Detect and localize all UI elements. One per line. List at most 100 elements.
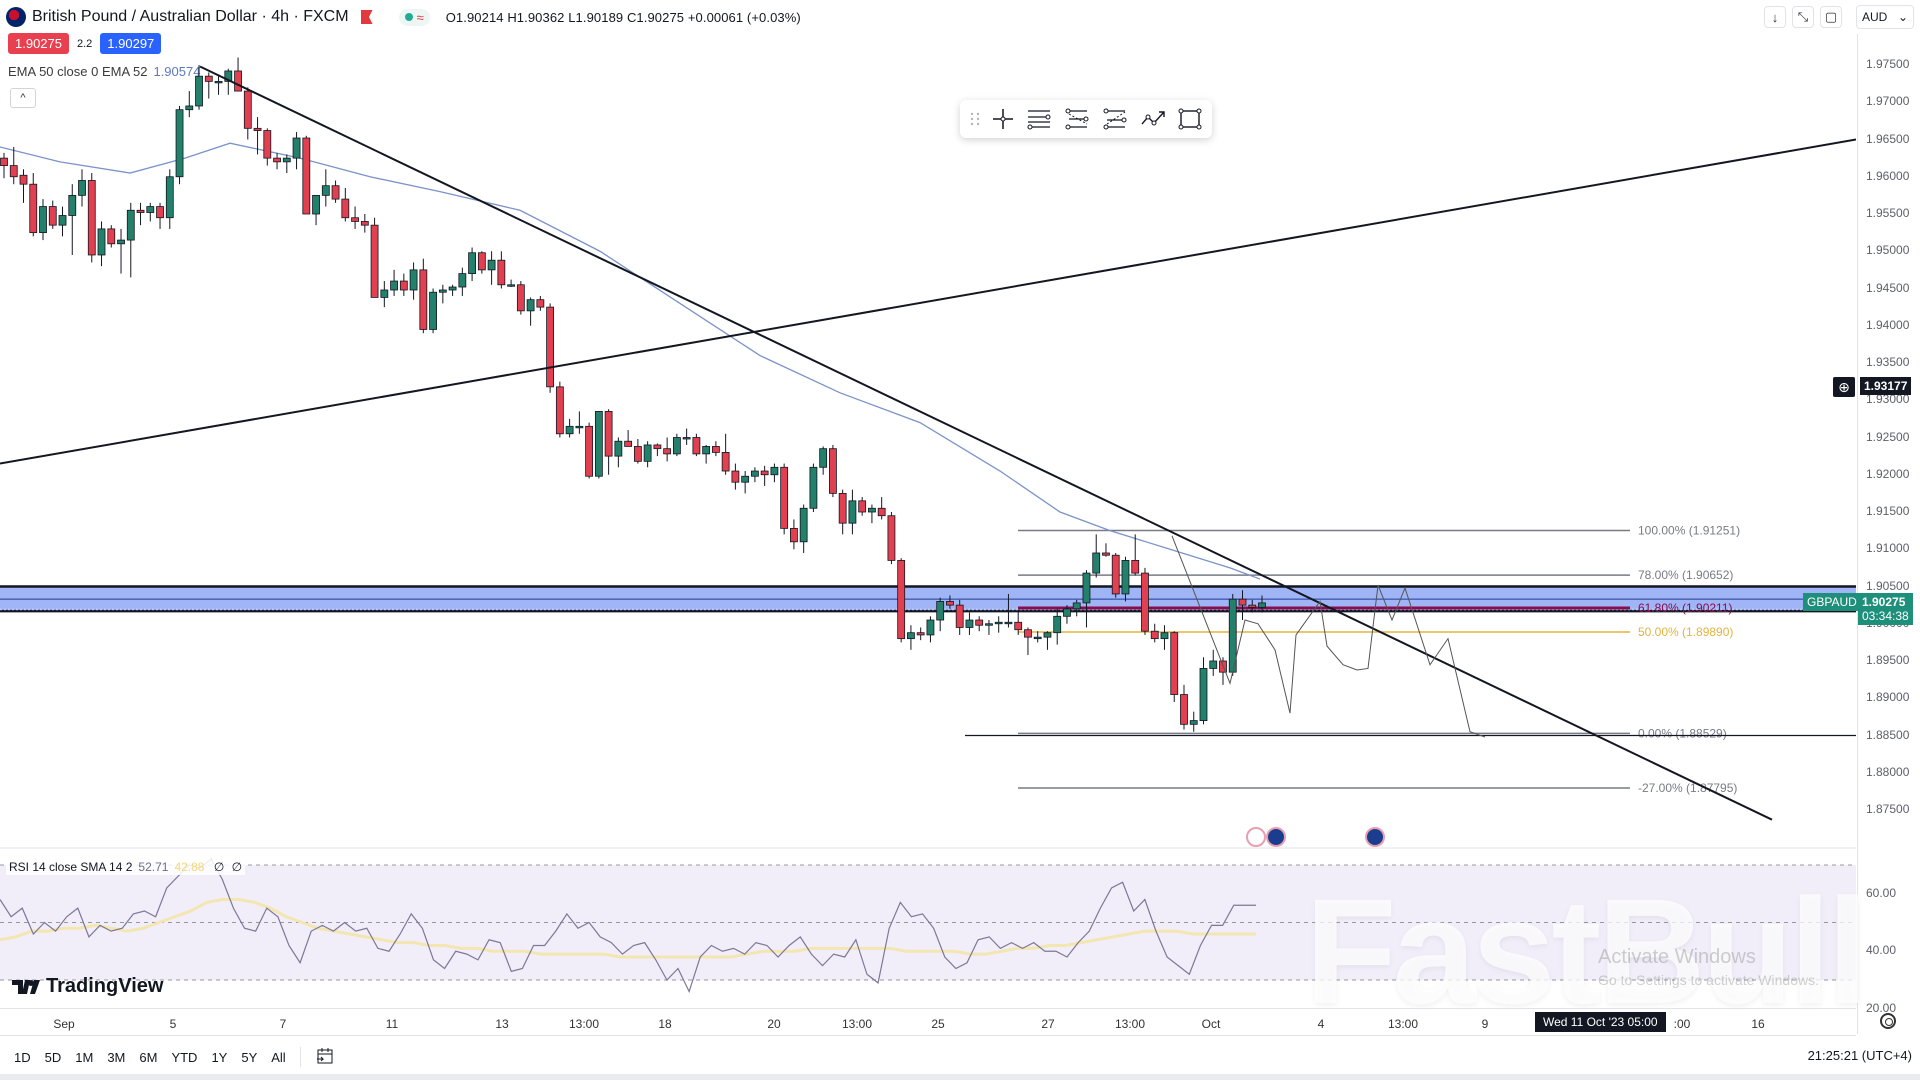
range-3m[interactable]: 3M — [107, 1049, 126, 1065]
time-tick: Sep — [53, 1017, 75, 1031]
ohlc-values: O1.90214 H1.90362 L1.90189 C1.90275 +0.0… — [445, 9, 801, 25]
rsi-tick: 40.00 — [1866, 943, 1897, 958]
range-5d[interactable]: 5D — [44, 1049, 62, 1065]
tradingview-logo[interactable]: TradingView — [12, 975, 163, 998]
price-tick: 1.97500 — [1866, 57, 1910, 71]
rsi-value: 52.71 — [138, 860, 169, 874]
ema-label: EMA 50 close 0 EMA 52 — [8, 64, 148, 79]
price-tick: 1.96000 — [1866, 168, 1910, 183]
price-tick: 1.91000 — [1866, 541, 1910, 556]
horizontal-lines-icon[interactable] — [1026, 106, 1052, 132]
rsi-extra-2: ∅ — [231, 860, 243, 874]
range-ytd[interactable]: YTD — [171, 1049, 198, 1065]
time-tick: 13:00 — [568, 1017, 600, 1031]
sell-button[interactable]: 1.90275 — [8, 33, 69, 54]
clock-timezone[interactable]: 21:25:21 (UTC+4) — [1807, 1048, 1912, 1063]
price-tick: 1.89000 — [1866, 690, 1910, 705]
price-axis[interactable]: 1.97500 1.97000 1.96500 1.96000 1.95500 1.950… — [1857, 34, 1920, 1034]
svg-text:78.00% (1.90652): 78.00% (1.90652) — [1638, 568, 1733, 582]
price-tick: 1.88000 — [1866, 764, 1910, 779]
rsi-tick: 20.00 — [1866, 1000, 1897, 1015]
svg-text:61.80% (1.90211): 61.80% (1.90211) — [1638, 601, 1733, 615]
time-tick: 9 — [1481, 1017, 1489, 1031]
bottom-toolbar: 1D 5D 1M 3M 6M YTD 1Y 5Y All — [0, 1040, 1920, 1074]
price-tick: 1.88500 — [1866, 727, 1910, 742]
trade-buttons: 1.90275 2.2 1.90297 — [8, 33, 162, 54]
rsi-legend[interactable]: RSI 14 close SMA 14 2 52.71 42.88 ∅ ∅ — [6, 859, 246, 875]
price-tick: 1.97000 — [1866, 94, 1910, 109]
price-chart-canvas[interactable]: 100.00% (1.91251) 78.00% (1.90652) 61.80% … — [0, 0, 1856, 1008]
go-to-date-icon[interactable] — [315, 1046, 335, 1069]
price-tick: 1.90500 — [1866, 578, 1910, 593]
symbol-title[interactable]: British Pound / Australian Dollar · 4h ·… — [32, 8, 349, 25]
price-tick: 1.87500 — [1866, 802, 1910, 816]
currency-value: AUD — [1862, 10, 1888, 24]
collapse-legend-button[interactable]: ^ — [10, 88, 36, 108]
tradingview-logo-icon — [12, 979, 40, 994]
currency-select[interactable]: AUD ⌄ — [1856, 5, 1914, 29]
time-tick: Oct — [1201, 1017, 1221, 1031]
price-tick: 1.92500 — [1866, 429, 1910, 444]
rectangle-icon[interactable] — [1178, 106, 1202, 132]
market-status[interactable]: ≈ — [398, 8, 430, 26]
price-tick: 1.94500 — [1866, 280, 1910, 295]
symbol-tag: GBPAUD — [1803, 593, 1861, 612]
fastbull-watermark: FastBull — [1305, 867, 1869, 1035]
crosshair-icon[interactable] — [992, 106, 1014, 132]
scroll-down-icon[interactable]: ↓ — [1764, 6, 1786, 28]
last-price: 1.90275 — [1862, 595, 1906, 610]
range-1y[interactable]: 1Y — [211, 1049, 228, 1065]
buy-button[interactable]: 1.90297 — [100, 33, 162, 54]
activate-windows-title: Activate Windows — [1598, 946, 1756, 968]
range-all[interactable]: All — [271, 1049, 286, 1065]
divider — [299, 1047, 301, 1067]
top-right-controls: ↓ ⤡ ▢ AUD ⌄ — [1764, 5, 1914, 29]
add-alert-icon[interactable]: ⊕ — [1833, 377, 1855, 398]
time-tick: 13:00 — [841, 1017, 873, 1031]
ema-legend[interactable]: EMA 50 close 0 EMA 52 1.90574 — [8, 64, 200, 79]
time-tick: 13:00 — [1387, 1017, 1419, 1031]
settings-gear-icon[interactable] — [1880, 1013, 1896, 1029]
rsi-tick: 60.00 — [1866, 885, 1897, 900]
svg-text:-27.00% (1.87795): -27.00% (1.87795) — [1638, 781, 1737, 795]
price-tick: 1.89500 — [1866, 653, 1910, 667]
activate-windows-subtitle: Go to Settings to activate Windows. — [1598, 972, 1819, 988]
chart-header: British Pound / Australian Dollar · 4h ·… — [0, 0, 1856, 34]
tradingview-logo-text: TradingView — [46, 975, 164, 997]
time-tick: 13 — [495, 1017, 509, 1031]
rsi-label: RSI 14 close SMA 14 2 — [9, 860, 133, 874]
price-tick: 1.96500 — [1866, 131, 1910, 146]
compress-icon[interactable]: ⤡ — [1792, 6, 1814, 28]
price-tick: 1.93500 — [1866, 355, 1910, 369]
trend-fib-icon[interactable] — [1102, 106, 1128, 132]
time-tick: 18 — [658, 1017, 672, 1031]
price-tick: 1.95000 — [1866, 243, 1910, 258]
flag-marker-icon[interactable] — [360, 10, 373, 24]
time-tick: 13:00 — [1114, 1017, 1146, 1031]
range-5y[interactable]: 5Y — [241, 1049, 258, 1065]
svg-text:50.00% (1.89890): 50.00% (1.89890) — [1638, 625, 1733, 639]
crosshair-price-label: 1.93177 — [1860, 377, 1912, 396]
time-tick: 27 — [1041, 1017, 1055, 1031]
range-1m[interactable]: 1M — [75, 1049, 94, 1065]
time-tick: :00 — [1673, 1017, 1691, 1031]
last-price-label: 1.90275 03:34:38 — [1858, 593, 1913, 626]
fib-retracement-icon[interactable] — [1064, 106, 1090, 132]
range-1d[interactable]: 1D — [14, 1049, 31, 1065]
time-axis[interactable]: Wed 11 Oct '23 05:00 Sep 5 7 11 13 13:00 18 20 1… — [0, 1008, 1856, 1036]
fullscreen-icon[interactable]: ▢ — [1820, 6, 1842, 28]
svg-text:0.00% (1.88529): 0.00% (1.88529) — [1638, 726, 1727, 740]
svg-text:100.00% (1.91251): 100.00% (1.91251) — [1638, 524, 1740, 538]
path-icon[interactable] — [1140, 106, 1166, 132]
range-6m[interactable]: 6M — [139, 1049, 158, 1065]
price-tick: 1.91500 — [1866, 504, 1910, 518]
price-tick: 1.94000 — [1866, 317, 1910, 332]
time-tick: 20 — [767, 1017, 781, 1031]
gbp-aud-flag-icon — [6, 7, 26, 27]
ema-value: 1.90574 — [153, 64, 201, 79]
time-tick: 25 — [931, 1017, 945, 1031]
data-delay-icon: ≈ — [416, 9, 424, 25]
rsi-extra-1: ∅ — [213, 860, 225, 874]
time-tick: 16 — [1751, 1017, 1765, 1031]
drag-handle-icon[interactable] — [970, 106, 980, 132]
